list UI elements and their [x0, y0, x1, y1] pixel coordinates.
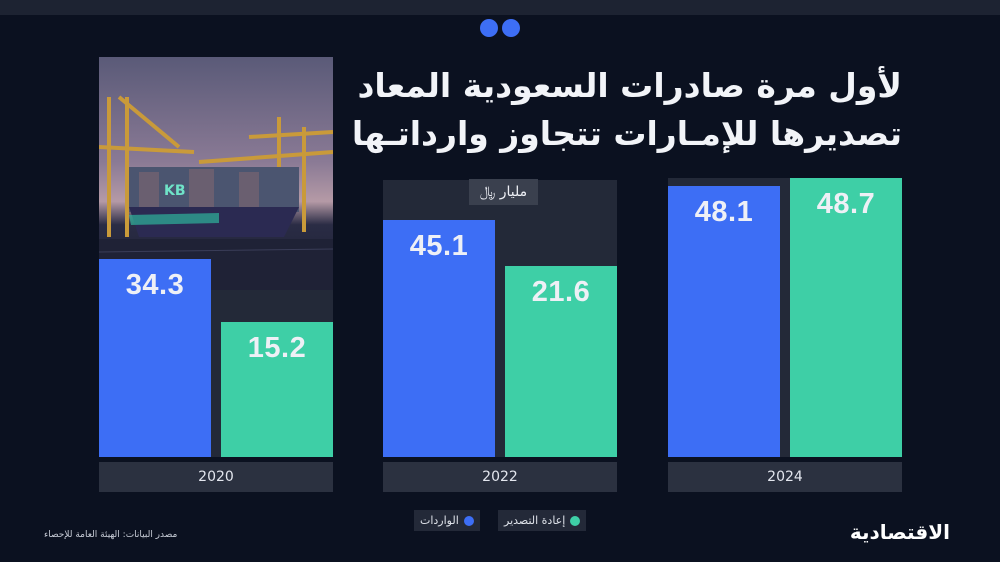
bar-2024-imports: 48.1: [668, 186, 780, 457]
data-source: مصدر البيانات: الهيئة العامة للإحصاء: [44, 530, 178, 540]
page-indicator-dot-2[interactable]: [502, 19, 520, 37]
legend-reexports: إعادة التصدير: [498, 510, 587, 531]
port-ship-photo: KB: [99, 57, 333, 290]
page-indicator-dot-1[interactable]: [480, 19, 498, 37]
title-line-1: لأول مرة صادرات السعودية المعاد: [357, 66, 902, 105]
legend-label-imports: الواردات: [420, 514, 459, 527]
publisher-logo: الاقتصادية: [849, 520, 950, 544]
value-label: 21.6: [531, 276, 591, 308]
chart-title: لأول مرة صادرات السعودية المعاد تصديرها …: [342, 62, 902, 158]
title-line-2: تصديرها للإمـارات تتجاوز وارداتـها: [351, 114, 902, 153]
unit-label: مليار ﷼: [469, 179, 538, 205]
value-label: 34.3: [125, 269, 185, 301]
top-bar: [0, 0, 1000, 15]
value-label: 48.1: [694, 196, 754, 228]
bar-2024-reexports: 48.7: [790, 178, 902, 457]
year-label-2022: 2022: [383, 462, 617, 492]
year-label-2020: 2020: [99, 462, 333, 492]
bar-2020-imports: 34.3: [99, 259, 211, 457]
legend-imports: الواردات: [414, 510, 480, 531]
bar-2022-imports: 45.1: [383, 220, 495, 457]
legend-label-reexports: إعادة التصدير: [504, 514, 566, 527]
bar-2020-reexports: 15.2: [221, 322, 333, 457]
legend-swatch-reexports-icon: [570, 515, 581, 526]
year-label-2024: 2024: [668, 462, 902, 492]
value-label: 45.1: [409, 230, 469, 262]
svg-text:KB: KB: [164, 183, 186, 199]
bar-2022-reexports: 21.6: [505, 266, 617, 457]
value-label: 15.2: [247, 332, 307, 364]
value-label: 48.7: [816, 188, 876, 220]
legend-swatch-imports-icon: [463, 515, 474, 526]
